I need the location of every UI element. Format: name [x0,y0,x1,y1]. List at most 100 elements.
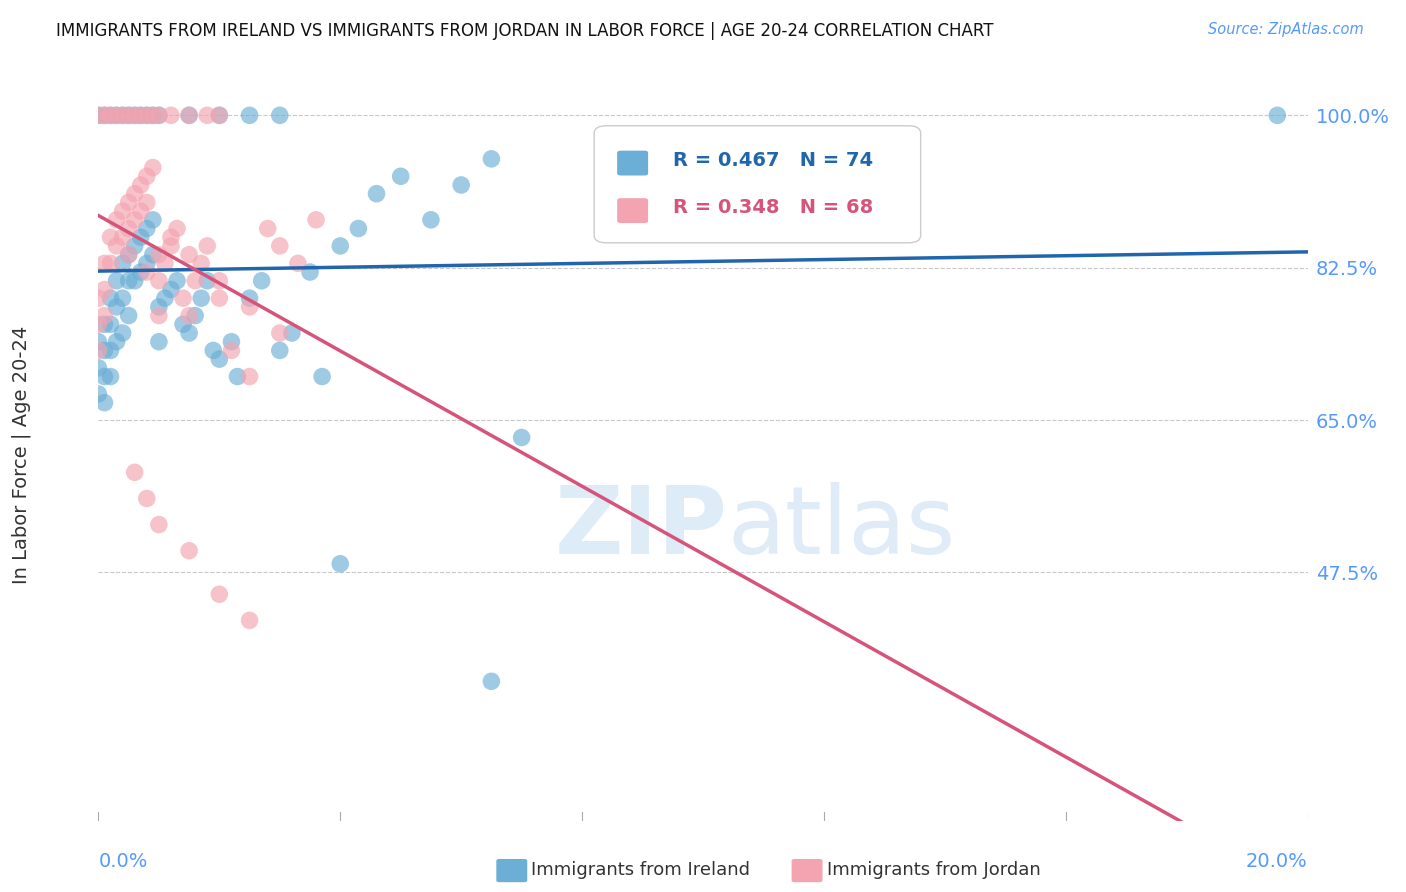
Point [93,309,115,323]
Point [124,186,146,201]
Point [105,300,128,314]
Point [135,256,157,270]
Point [124,239,146,253]
Point [129,108,152,122]
Point [179,108,201,122]
Point [311,369,333,384]
Point [124,108,146,122]
Point [129,108,152,122]
Point [208,108,231,122]
Point [142,212,165,227]
Point [135,169,157,184]
Point [93,108,115,122]
Point [148,108,170,122]
Point [195,239,218,253]
Point [100,108,122,122]
Point [148,309,170,323]
Point [87,343,110,358]
Point [100,369,122,384]
Point [148,108,170,122]
Point [184,274,207,288]
Point [250,274,273,288]
Point [195,274,218,288]
Point [87,360,110,375]
Point [208,352,231,367]
Point [135,265,157,279]
Point [124,108,146,122]
Point [269,239,291,253]
Point [111,291,134,305]
Text: atlas: atlas [727,482,956,574]
Point [1267,108,1289,122]
Point [221,343,243,358]
Point [299,265,322,279]
Point [190,256,212,270]
Point [172,318,194,332]
Text: Immigrants from Jordan: Immigrants from Jordan [827,861,1040,879]
Point [105,239,128,253]
Point [160,108,183,122]
Point [100,108,122,122]
Point [118,108,141,122]
Point [118,274,141,288]
Point [118,108,141,122]
Point [179,309,201,323]
Point [118,247,141,261]
Text: R = 0.348   N = 68: R = 0.348 N = 68 [673,198,873,217]
Point [226,369,249,384]
Point [153,256,176,270]
Point [166,221,188,235]
Point [93,343,115,358]
Point [111,326,134,340]
Point [105,274,128,288]
Point [129,178,152,192]
Point [256,221,278,235]
Point [142,247,165,261]
Point [124,212,146,227]
Point [142,108,165,122]
Point [87,387,110,401]
Text: R = 0.467   N = 74: R = 0.467 N = 74 [673,152,873,170]
Point [190,291,212,305]
Point [347,221,370,235]
Point [100,318,122,332]
Text: Source: ZipAtlas.com: Source: ZipAtlas.com [1208,22,1364,37]
Point [160,230,183,244]
Point [160,283,183,297]
Point [124,466,146,480]
Point [124,274,146,288]
Point [148,274,170,288]
Point [111,230,134,244]
Point [305,212,328,227]
Point [481,152,503,166]
Point [93,108,115,122]
Point [239,300,262,314]
Point [179,108,201,122]
Point [105,334,128,349]
Point [202,343,225,358]
Point [269,326,291,340]
Text: ZIP: ZIP [554,482,727,574]
Point [87,334,110,349]
Point [129,230,152,244]
Point [179,326,201,340]
Point [420,212,443,227]
Point [93,318,115,332]
Point [129,204,152,219]
Point [87,291,110,305]
Point [510,430,533,444]
Point [93,283,115,297]
Point [111,108,134,122]
FancyBboxPatch shape [617,151,648,176]
Point [221,334,243,349]
Point [153,291,176,305]
Point [105,108,128,122]
Point [100,291,122,305]
Point [111,256,134,270]
Text: 0.0%: 0.0% [98,852,148,871]
Point [118,195,141,210]
Point [172,291,194,305]
FancyBboxPatch shape [595,126,921,243]
Point [118,309,141,323]
Text: In Labor Force | Age 20-24: In Labor Force | Age 20-24 [11,326,31,584]
